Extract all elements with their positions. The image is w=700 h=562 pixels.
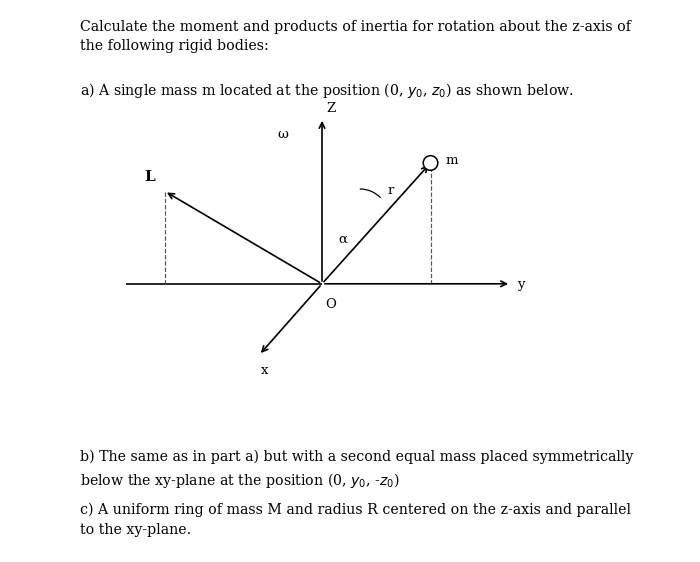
Text: α: α [339, 232, 348, 246]
Text: x: x [260, 364, 268, 377]
Text: O: O [326, 298, 337, 311]
Text: r: r [387, 184, 393, 197]
Text: m: m [446, 153, 459, 167]
Text: y: y [517, 278, 524, 292]
Ellipse shape [424, 156, 438, 170]
Text: c) A uniform ring of mass M and radius R centered on the z-axis and parallel
to : c) A uniform ring of mass M and radius R… [80, 503, 631, 537]
Text: Z: Z [326, 102, 335, 115]
Text: a) A single mass m located at the position (0, $y_0$, $z_0$) as shown below.: a) A single mass m located at the positi… [80, 81, 575, 101]
Text: L: L [145, 170, 155, 184]
Text: Calculate the moment and products of inertia for rotation about the z-axis of
th: Calculate the moment and products of ine… [80, 20, 631, 53]
Text: b) The same as in part a) but with a second equal mass placed symmetrically
belo: b) The same as in part a) but with a sec… [80, 450, 634, 490]
Text: ω: ω [277, 128, 288, 142]
